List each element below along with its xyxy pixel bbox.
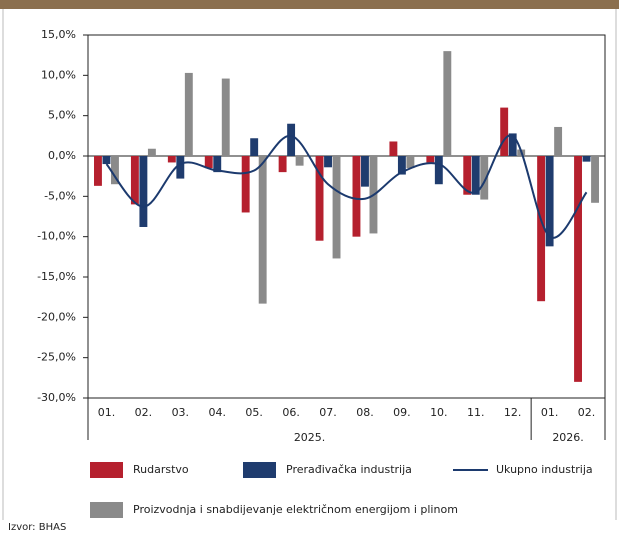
bar xyxy=(582,156,591,162)
bar xyxy=(361,156,369,187)
x-tick-label: 02. xyxy=(135,406,153,419)
bar xyxy=(389,141,398,156)
y-tick-label: -20,0% xyxy=(37,310,76,323)
legend-swatch xyxy=(243,462,276,478)
y-tick-label: -5,0% xyxy=(44,189,76,202)
bar xyxy=(315,156,324,241)
bar xyxy=(397,156,406,175)
y-tick-label: 5,0% xyxy=(48,109,76,122)
y-tick-label: -15,0% xyxy=(37,270,76,283)
bar xyxy=(574,156,582,382)
x-tick-label: 02. xyxy=(578,406,596,419)
y-tick-label: 10,0% xyxy=(41,68,76,81)
x-tick-label: 11. xyxy=(467,406,485,419)
bar xyxy=(471,156,480,195)
x-tick-label: 07. xyxy=(319,406,337,419)
legend-label: Rudarstvo xyxy=(133,463,189,476)
bar xyxy=(167,156,176,163)
legend-label: Ukupno industrija xyxy=(496,463,593,476)
bar xyxy=(184,72,193,156)
bar xyxy=(258,156,267,304)
bar xyxy=(537,156,546,302)
bar xyxy=(102,156,111,165)
bar xyxy=(295,156,304,166)
plot-frame xyxy=(87,34,606,399)
bar xyxy=(500,107,509,156)
x-tick-label: 06. xyxy=(282,406,300,419)
bar xyxy=(139,156,148,227)
x-tick-label: 08. xyxy=(356,406,374,419)
bar xyxy=(332,156,341,259)
y-tick-label: -10,0% xyxy=(37,230,76,243)
y-tick-label: 15,0% xyxy=(41,28,76,41)
bar xyxy=(204,156,213,169)
bar xyxy=(111,156,119,185)
legend-label: Prerađivačka industrija xyxy=(286,463,412,476)
bar xyxy=(278,156,287,173)
bar xyxy=(434,156,443,185)
group-label: 2025. xyxy=(294,431,326,444)
y-tick-label: 0,0% xyxy=(48,149,76,162)
legend-swatch xyxy=(90,462,123,478)
x-tick-label: 10. xyxy=(430,406,448,419)
bar xyxy=(221,78,230,156)
x-tick-label: 05. xyxy=(245,406,263,419)
header-bar xyxy=(0,0,619,9)
bar xyxy=(287,123,296,156)
bar xyxy=(130,156,139,205)
bar xyxy=(443,51,452,157)
bar xyxy=(324,156,332,168)
x-tick-label: 04. xyxy=(209,406,227,419)
legend-label: Proizvodnja i snabdijevanje električnom … xyxy=(133,503,458,516)
bar xyxy=(147,148,156,156)
legend-swatch xyxy=(90,502,123,518)
x-tick-label: 01. xyxy=(98,406,116,419)
bar xyxy=(352,156,361,237)
x-tick-label: 09. xyxy=(393,406,411,419)
bar xyxy=(545,156,554,247)
bar xyxy=(176,156,185,179)
bar xyxy=(406,156,415,169)
group-label: 2026. xyxy=(552,431,584,444)
x-tick-label: 12. xyxy=(504,406,522,419)
source: Izvor: BHAS xyxy=(8,522,66,533)
bar xyxy=(250,138,259,156)
line xyxy=(105,134,588,239)
bar xyxy=(241,156,250,213)
y-tick-label: -25,0% xyxy=(37,351,76,364)
bar xyxy=(213,156,222,173)
y-tick-label: -30,0% xyxy=(37,391,76,404)
bar xyxy=(554,126,563,156)
bar xyxy=(94,156,102,186)
x-tick-label: 01. xyxy=(541,406,559,419)
bar xyxy=(426,156,435,163)
x-tick-label: 03. xyxy=(172,406,190,419)
bar xyxy=(480,156,489,200)
bar xyxy=(463,156,472,195)
bar xyxy=(508,133,517,156)
bar xyxy=(591,156,599,203)
